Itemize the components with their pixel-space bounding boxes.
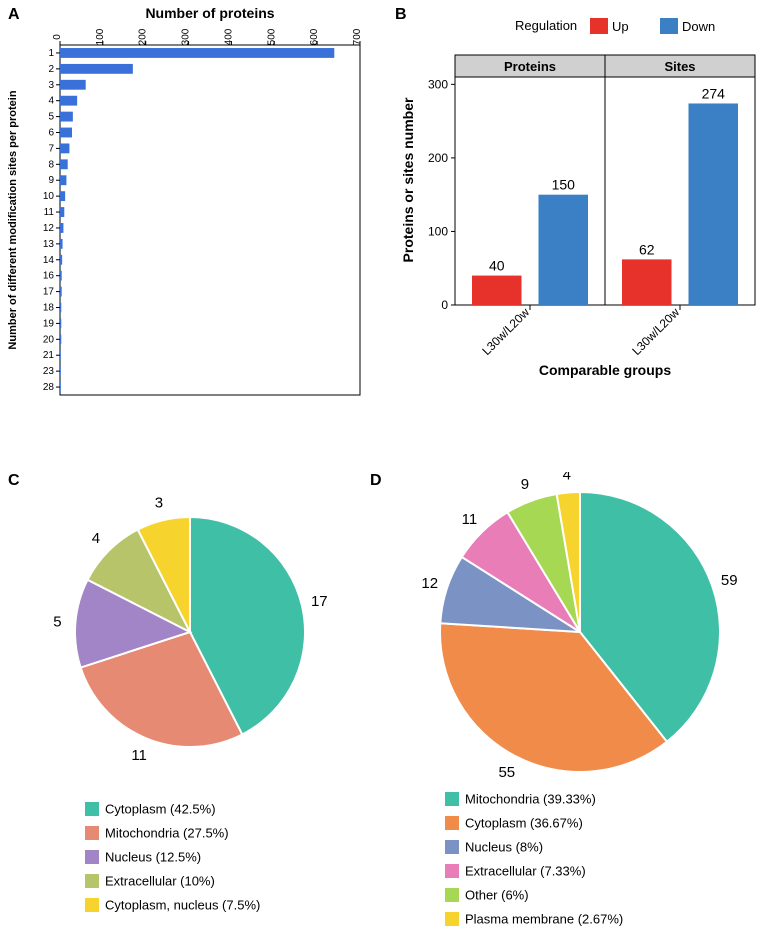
svg-text:300: 300 xyxy=(181,28,192,45)
svg-text:300: 300 xyxy=(428,77,448,91)
panel-c-label: C xyxy=(8,472,20,490)
svg-text:55: 55 xyxy=(498,764,515,781)
svg-text:28: 28 xyxy=(43,382,55,393)
legend-item: Nucleus (8%) xyxy=(445,838,623,856)
svg-text:18: 18 xyxy=(43,303,55,314)
svg-text:12: 12 xyxy=(421,575,438,592)
svg-text:21: 21 xyxy=(43,350,55,361)
svg-text:16: 16 xyxy=(43,271,55,282)
svg-text:9: 9 xyxy=(48,175,54,186)
svg-text:11: 11 xyxy=(462,511,478,528)
svg-text:19: 19 xyxy=(43,318,55,329)
svg-text:11: 11 xyxy=(44,207,55,218)
svg-text:Number of different modificati: Number of different modification sites p… xyxy=(7,90,19,349)
panel-c-legend: Cytoplasm (42.5%) Mitochondria (27.5%) Nuc… xyxy=(85,800,260,920)
svg-text:Sites: Sites xyxy=(664,59,695,74)
legend-item: Cytoplasm (42.5%) xyxy=(85,800,260,818)
svg-text:1: 1 xyxy=(48,48,54,59)
legend-item: Plasma membrane (2.67%) xyxy=(445,910,623,928)
svg-text:400: 400 xyxy=(223,28,234,45)
svg-text:Comparable groups: Comparable groups xyxy=(539,362,671,378)
legend-item: Extracellular (10%) xyxy=(85,872,260,890)
svg-text:200: 200 xyxy=(428,151,448,165)
svg-text:100: 100 xyxy=(428,224,448,238)
legend-item: Cytoplasm, nucleus (7.5%) xyxy=(85,896,260,914)
svg-text:0: 0 xyxy=(441,298,448,312)
svg-text:700: 700 xyxy=(352,28,363,45)
svg-text:9: 9 xyxy=(521,476,529,493)
panel-a-chart: Number of proteins Number of different mo… xyxy=(0,0,370,420)
svg-text:4: 4 xyxy=(48,96,54,107)
svg-text:5: 5 xyxy=(53,614,61,631)
svg-text:4: 4 xyxy=(92,530,100,547)
panel-d-legend: Mitochondria (39.33%) Cytoplasm (36.67%) N… xyxy=(445,790,623,934)
svg-text:Proteins: Proteins xyxy=(504,59,556,74)
svg-text:13: 13 xyxy=(43,239,55,250)
svg-text:0: 0 xyxy=(52,34,63,40)
svg-text:10: 10 xyxy=(43,191,55,202)
panel-b-chart: Regulation Up Down Proteins or sites number… xyxy=(395,0,767,390)
svg-text:3: 3 xyxy=(48,80,54,91)
svg-text:600: 600 xyxy=(309,28,320,45)
svg-text:11: 11 xyxy=(131,747,147,764)
svg-text:200: 200 xyxy=(138,28,149,45)
svg-text:500: 500 xyxy=(266,28,277,45)
svg-text:L30w/L20w: L30w/L20w xyxy=(479,305,532,358)
svg-text:5: 5 xyxy=(48,112,54,123)
svg-text:Proteins or sites number: Proteins or sites number xyxy=(400,97,416,262)
panel-d-chart: 59 55 12 11 9 4 xyxy=(370,472,760,782)
svg-text:150: 150 xyxy=(552,177,576,193)
svg-text:8: 8 xyxy=(48,159,54,170)
svg-text:6: 6 xyxy=(48,128,54,139)
svg-text:14: 14 xyxy=(43,255,55,266)
svg-text:274: 274 xyxy=(702,85,726,101)
svg-text:Regulation: Regulation xyxy=(515,18,577,33)
legend-item: Mitochondria (27.5%) xyxy=(85,824,260,842)
svg-text:12: 12 xyxy=(43,223,55,234)
panel-c-chart: 17 11 5 4 3 xyxy=(30,472,360,782)
svg-text:17: 17 xyxy=(311,593,328,610)
svg-text:62: 62 xyxy=(639,241,655,257)
figure-root: A Number of proteinsNumber of different … xyxy=(0,0,767,952)
svg-text:4: 4 xyxy=(563,472,571,484)
svg-text:40: 40 xyxy=(489,258,505,274)
svg-text:17: 17 xyxy=(43,287,55,298)
svg-text:23: 23 xyxy=(43,366,55,377)
legend-item: Nucleus (12.5%) xyxy=(85,848,260,866)
legend-item: Cytoplasm (36.67%) xyxy=(445,814,623,832)
svg-text:59: 59 xyxy=(721,572,738,589)
legend-item: Extracellular (7.33%) xyxy=(445,862,623,880)
svg-text:20: 20 xyxy=(43,334,55,345)
svg-text:100: 100 xyxy=(95,28,106,45)
svg-text:L30w/L20w: L30w/L20w xyxy=(629,305,682,358)
svg-text:3: 3 xyxy=(155,495,163,512)
svg-text:7: 7 xyxy=(48,143,54,154)
svg-text:Number of proteins: Number of proteins xyxy=(145,5,274,21)
svg-text:Down: Down xyxy=(682,19,715,34)
svg-text:Up: Up xyxy=(612,19,629,34)
legend-item: Other (6%) xyxy=(445,886,623,904)
svg-text:2: 2 xyxy=(48,64,54,75)
legend-item: Mitochondria (39.33%) xyxy=(445,790,623,808)
